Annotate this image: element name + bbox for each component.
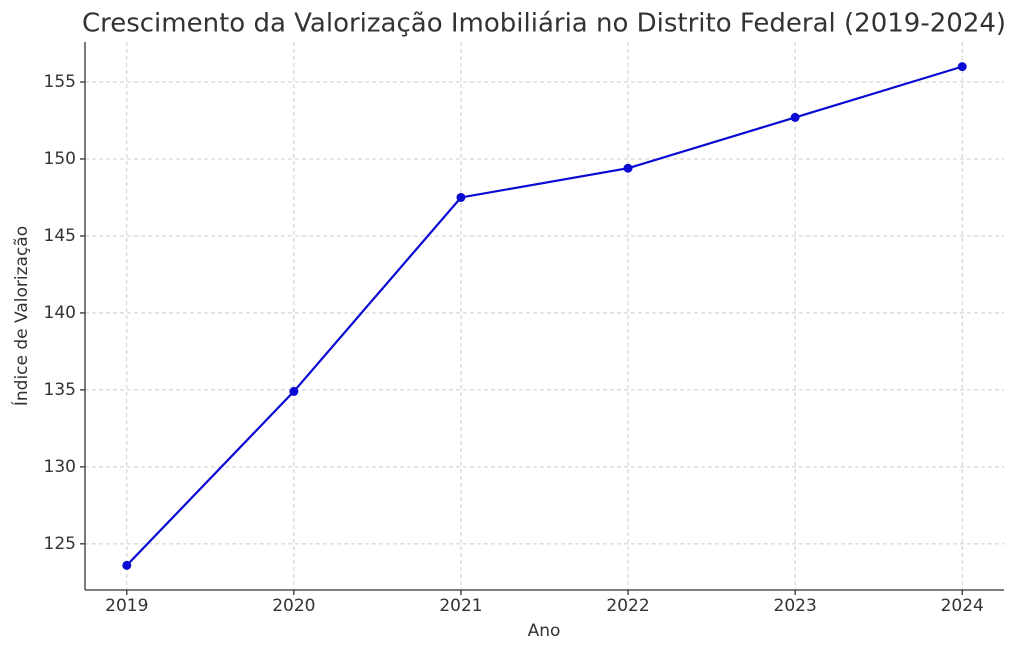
x-tick-label: 2022 [606, 596, 649, 616]
point [790, 112, 800, 122]
y-tick-label: 150 [44, 149, 76, 169]
point [122, 560, 132, 570]
x-tick-label: 2024 [941, 596, 984, 616]
x-tick-label: 2020 [272, 596, 315, 616]
y-tick-label: 155 [44, 72, 76, 92]
point [623, 163, 633, 173]
point [957, 62, 967, 72]
x-tick-label: 2019 [105, 596, 148, 616]
y-tick-label: 125 [44, 534, 76, 554]
x-axis-label: Ano [528, 621, 561, 641]
y-axis-label: Índice de Valorização [10, 226, 32, 406]
point [289, 386, 299, 396]
line [125, 65, 963, 567]
y-tick-label: 135 [44, 380, 76, 400]
x-tick-label: 2021 [439, 596, 482, 616]
chart-title: Crescimento da Valorização Imobiliária n… [82, 9, 1006, 39]
x-tick-label: 2023 [774, 596, 817, 616]
y-tick-label: 145 [44, 226, 76, 246]
y-tick-label: 140 [44, 303, 76, 323]
y-tick-label: 130 [44, 457, 76, 477]
point [456, 192, 466, 202]
